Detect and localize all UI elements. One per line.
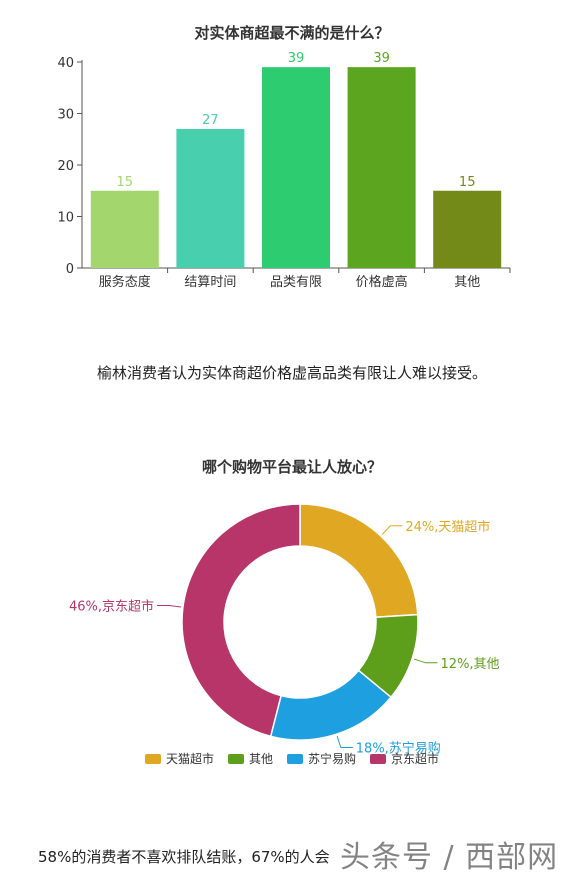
legend-swatch <box>370 753 387 764</box>
bar <box>262 67 330 269</box>
legend-swatch <box>287 753 303 764</box>
caption: 榆林消费者认为实体商超价格虚高品类有限让人难以接受。 <box>96 364 487 382</box>
bar-chart: 0 10 20 30 40 15 服务态度 27 结算时间 39 品类有限 39 价格虚高 15 其他 <box>57 51 511 290</box>
bar-chart-title: 对实体商超最不满的是什么？ <box>194 24 390 42</box>
footer-text: 58%的消费者不喜欢排队结账，67%的人会 <box>38 848 330 866</box>
legend-swatch <box>144 753 161 764</box>
legend-swatch <box>227 753 244 764</box>
slice-label: 46%,京东超市 <box>69 598 154 614</box>
slice-leader-line <box>381 525 403 535</box>
donut-slice <box>299 503 419 619</box>
bar <box>176 128 245 268</box>
slice-leader-line <box>413 658 438 664</box>
legend-item: 其他 <box>227 750 273 767</box>
slice-leader-line <box>157 604 182 608</box>
y-tick-label: 0 <box>66 262 74 277</box>
slice-label: 12%,其他 <box>441 657 500 672</box>
donut-slice <box>181 503 301 738</box>
slice-label: 24%,天猫超市 <box>405 519 490 535</box>
legend-label: 其他 <box>248 752 273 766</box>
bar-value-label: 39 <box>373 51 390 66</box>
bar <box>433 190 502 268</box>
slice-label: 18%,苏宁易购 <box>356 741 441 757</box>
bar-value-label: 15 <box>459 175 476 190</box>
slice-leader-line <box>336 735 353 749</box>
donut-chart-title: 哪个购物平台最让人放心？ <box>201 458 382 476</box>
donut-legend: 天猫超市 其他 苏宁易购 京东超市 <box>0 750 584 767</box>
x-tick-label: 服务态度 <box>99 274 151 290</box>
legend-label: 天猫超市 <box>165 752 214 766</box>
bar <box>347 67 416 269</box>
legend-item: 京东超市 <box>370 750 439 767</box>
legend-item: 天猫超市 <box>144 750 214 767</box>
x-tick-label: 其他 <box>454 275 480 290</box>
legend-label: 京东超市 <box>391 752 440 766</box>
bar-value-label: 39 <box>288 51 305 66</box>
x-tick-label: 品类有限 <box>270 275 322 290</box>
x-tick-label: 结算时间 <box>184 275 236 290</box>
legend-label: 苏宁易购 <box>308 752 357 766</box>
x-tick-label: 价格虚高 <box>356 274 408 290</box>
legend-item: 苏宁易购 <box>287 750 356 767</box>
y-tick-label: 20 <box>57 159 74 174</box>
y-tick-label: 30 <box>57 108 74 123</box>
bar-value-label: 27 <box>202 113 219 128</box>
y-tick-label: 10 <box>57 211 74 226</box>
bar-value-label: 15 <box>117 175 134 190</box>
y-tick-label: 40 <box>57 56 74 71</box>
bar <box>90 190 159 268</box>
watermark: 头条号 / 西部网 <box>340 840 559 875</box>
